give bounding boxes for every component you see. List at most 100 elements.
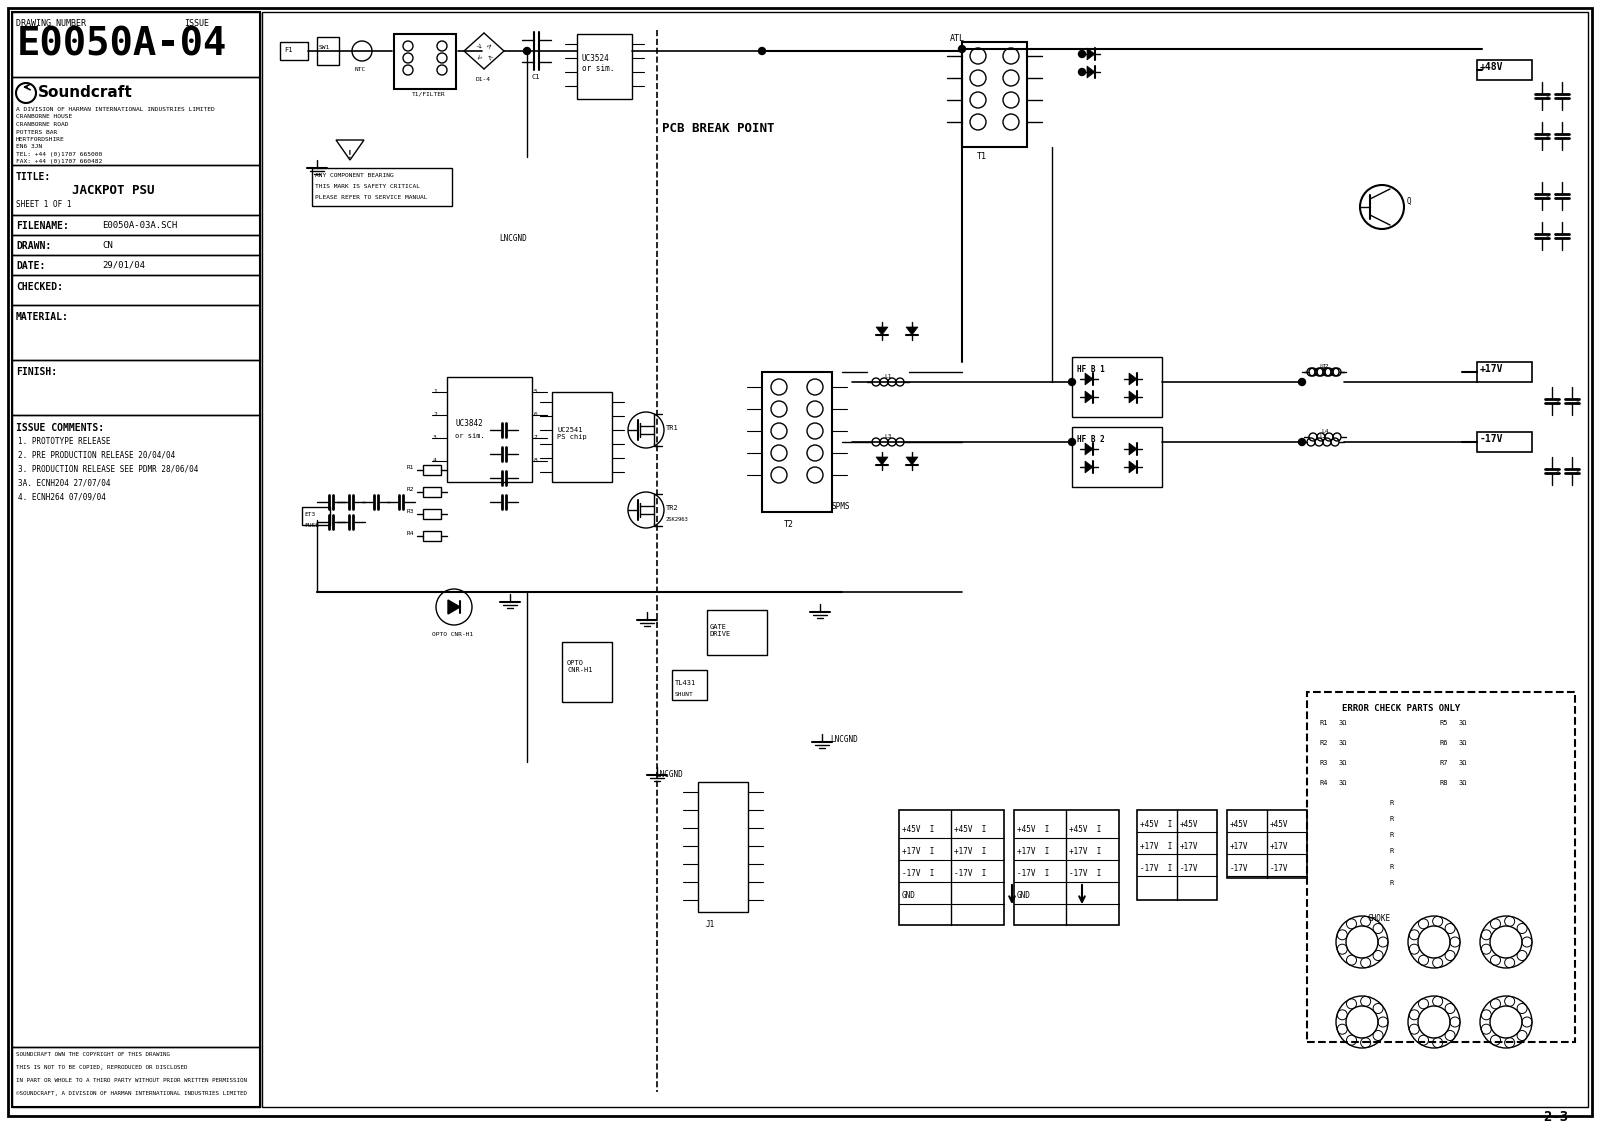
Text: R: R	[1389, 880, 1394, 886]
Bar	[962, 42, 1027, 147]
Text: !: !	[347, 151, 354, 160]
Text: J1: J1	[706, 920, 715, 929]
Text: C: C	[1546, 136, 1550, 142]
Text: T1/FILTER: T1/FILTER	[413, 92, 446, 97]
Text: 7: 7	[534, 435, 538, 440]
Text: PCB BREAK POINT: PCB BREAK POINT	[662, 122, 774, 135]
Text: T2: T2	[784, 520, 794, 529]
Text: FILENAME:: FILENAME:	[16, 221, 69, 231]
Text: SHEET 1 OF 1: SHEET 1 OF 1	[16, 200, 72, 209]
Circle shape	[1069, 438, 1075, 446]
Text: 2-3: 2-3	[1542, 1110, 1568, 1124]
Text: 3Ω: 3Ω	[1459, 760, 1467, 766]
Text: 4. ECNH264 07/09/04: 4. ECNH264 07/09/04	[18, 494, 106, 501]
Text: C: C	[1546, 96, 1550, 101]
Text: L1: L1	[1320, 365, 1326, 369]
Bar	[1477, 362, 1533, 381]
Text: ERROR CHECK PARTS ONLY: ERROR CHECK PARTS ONLY	[1342, 704, 1461, 713]
Text: SOUNDCRAFT OWN THE COPYRIGHT OF THIS DRAWING: SOUNDCRAFT OWN THE COPYRIGHT OF THIS DRA…	[16, 1052, 170, 1057]
Text: THIS IS NOT TO BE COPIED, REPRODUCED OR DISCLOSED: THIS IS NOT TO BE COPIED, REPRODUCED OR …	[16, 1065, 187, 1070]
Text: -17V  I: -17V I	[954, 869, 986, 878]
Circle shape	[1299, 378, 1306, 386]
Text: 2: 2	[434, 412, 437, 417]
Bar	[1477, 60, 1533, 80]
Text: +48V: +48V	[1480, 62, 1504, 72]
Text: +17V  I: +17V I	[1139, 842, 1173, 851]
Text: R3: R3	[1318, 760, 1328, 766]
Polygon shape	[877, 457, 888, 465]
Text: HF B 2: HF B 2	[1077, 435, 1104, 444]
Text: +17V  I: +17V I	[1018, 847, 1050, 856]
Text: UC3842: UC3842	[454, 419, 483, 428]
Text: C: C	[1546, 196, 1550, 201]
Text: C: C	[1555, 471, 1560, 475]
Text: C: C	[1555, 401, 1560, 406]
Text: +45V  I: +45V I	[1139, 820, 1173, 829]
Text: R1: R1	[406, 465, 414, 470]
Bar	[13, 77, 259, 165]
Text: 29/01/04: 29/01/04	[102, 261, 146, 271]
Text: TR1: TR1	[666, 424, 678, 431]
Polygon shape	[1086, 48, 1094, 60]
Text: R: R	[1389, 832, 1394, 838]
Bar	[13, 215, 259, 235]
Text: C: C	[1576, 471, 1579, 475]
Text: E0050A-03A.SCH: E0050A-03A.SCH	[102, 221, 178, 230]
Text: +17V  I: +17V I	[954, 847, 986, 856]
Text: HF B 1: HF B 1	[1077, 365, 1104, 374]
Text: THIS MARK IS SAFETY CRITICAL: THIS MARK IS SAFETY CRITICAL	[315, 185, 419, 189]
Text: L2: L2	[1322, 365, 1328, 369]
Text: >: >	[485, 52, 494, 61]
Text: T1: T1	[978, 152, 987, 161]
Polygon shape	[1086, 66, 1094, 78]
Text: -17V: -17V	[1181, 864, 1198, 873]
Bar	[13, 12, 259, 1107]
Text: 2. PRE PRODUCTION RELEASE 20/04/04: 2. PRE PRODUCTION RELEASE 20/04/04	[18, 451, 176, 460]
Polygon shape	[1130, 391, 1138, 403]
Text: +17V  I: +17V I	[1069, 847, 1101, 856]
Text: PLEASE REFER TO SERVICE MANUAL: PLEASE REFER TO SERVICE MANUAL	[315, 195, 427, 200]
Text: R1: R1	[1318, 720, 1328, 726]
Text: -17V  I: -17V I	[1139, 864, 1173, 873]
Text: GATE
DRIVE: GATE DRIVE	[710, 624, 731, 637]
Text: LNCGND: LNCGND	[830, 735, 858, 744]
Text: R: R	[1389, 816, 1394, 822]
Text: 4: 4	[434, 458, 437, 463]
Text: C: C	[1546, 235, 1550, 241]
Text: 8: 8	[534, 458, 538, 463]
Bar	[698, 782, 749, 912]
Bar	[578, 34, 632, 98]
Text: +45V  I: +45V I	[1018, 825, 1050, 834]
Text: R7: R7	[1438, 760, 1448, 766]
Polygon shape	[1085, 391, 1093, 403]
Bar	[312, 168, 453, 206]
Bar	[1307, 692, 1574, 1041]
Text: +45V  I: +45V I	[1069, 825, 1101, 834]
Bar	[13, 275, 259, 305]
Text: L4: L4	[1322, 429, 1328, 434]
Text: ISSUE COMMENTS:: ISSUE COMMENTS:	[16, 423, 104, 434]
Bar	[302, 507, 330, 525]
Text: +45V: +45V	[1230, 820, 1248, 829]
Text: R2: R2	[406, 487, 414, 492]
Text: GND: GND	[902, 891, 915, 900]
Text: TEL: +44 (0)1707 665000: TEL: +44 (0)1707 665000	[16, 152, 102, 157]
Text: 3: 3	[434, 435, 437, 440]
Text: +17V: +17V	[1480, 365, 1504, 374]
Bar	[13, 165, 259, 215]
Bar	[422, 509, 442, 518]
Bar	[13, 1047, 259, 1107]
Text: 6: 6	[534, 412, 538, 417]
Text: >: >	[485, 41, 494, 50]
Text: TITLE:: TITLE:	[16, 172, 51, 182]
Bar	[13, 305, 259, 360]
Text: R: R	[1389, 864, 1394, 871]
Polygon shape	[1085, 374, 1093, 385]
Text: 3Ω: 3Ω	[1459, 720, 1467, 726]
Text: L2: L2	[1320, 434, 1326, 439]
Text: UC3524
or sim.: UC3524 or sim.	[582, 54, 614, 74]
Bar	[446, 377, 531, 482]
Circle shape	[1078, 51, 1085, 58]
Text: -17V: -17V	[1480, 434, 1504, 444]
Text: FUSE: FUSE	[304, 523, 318, 528]
